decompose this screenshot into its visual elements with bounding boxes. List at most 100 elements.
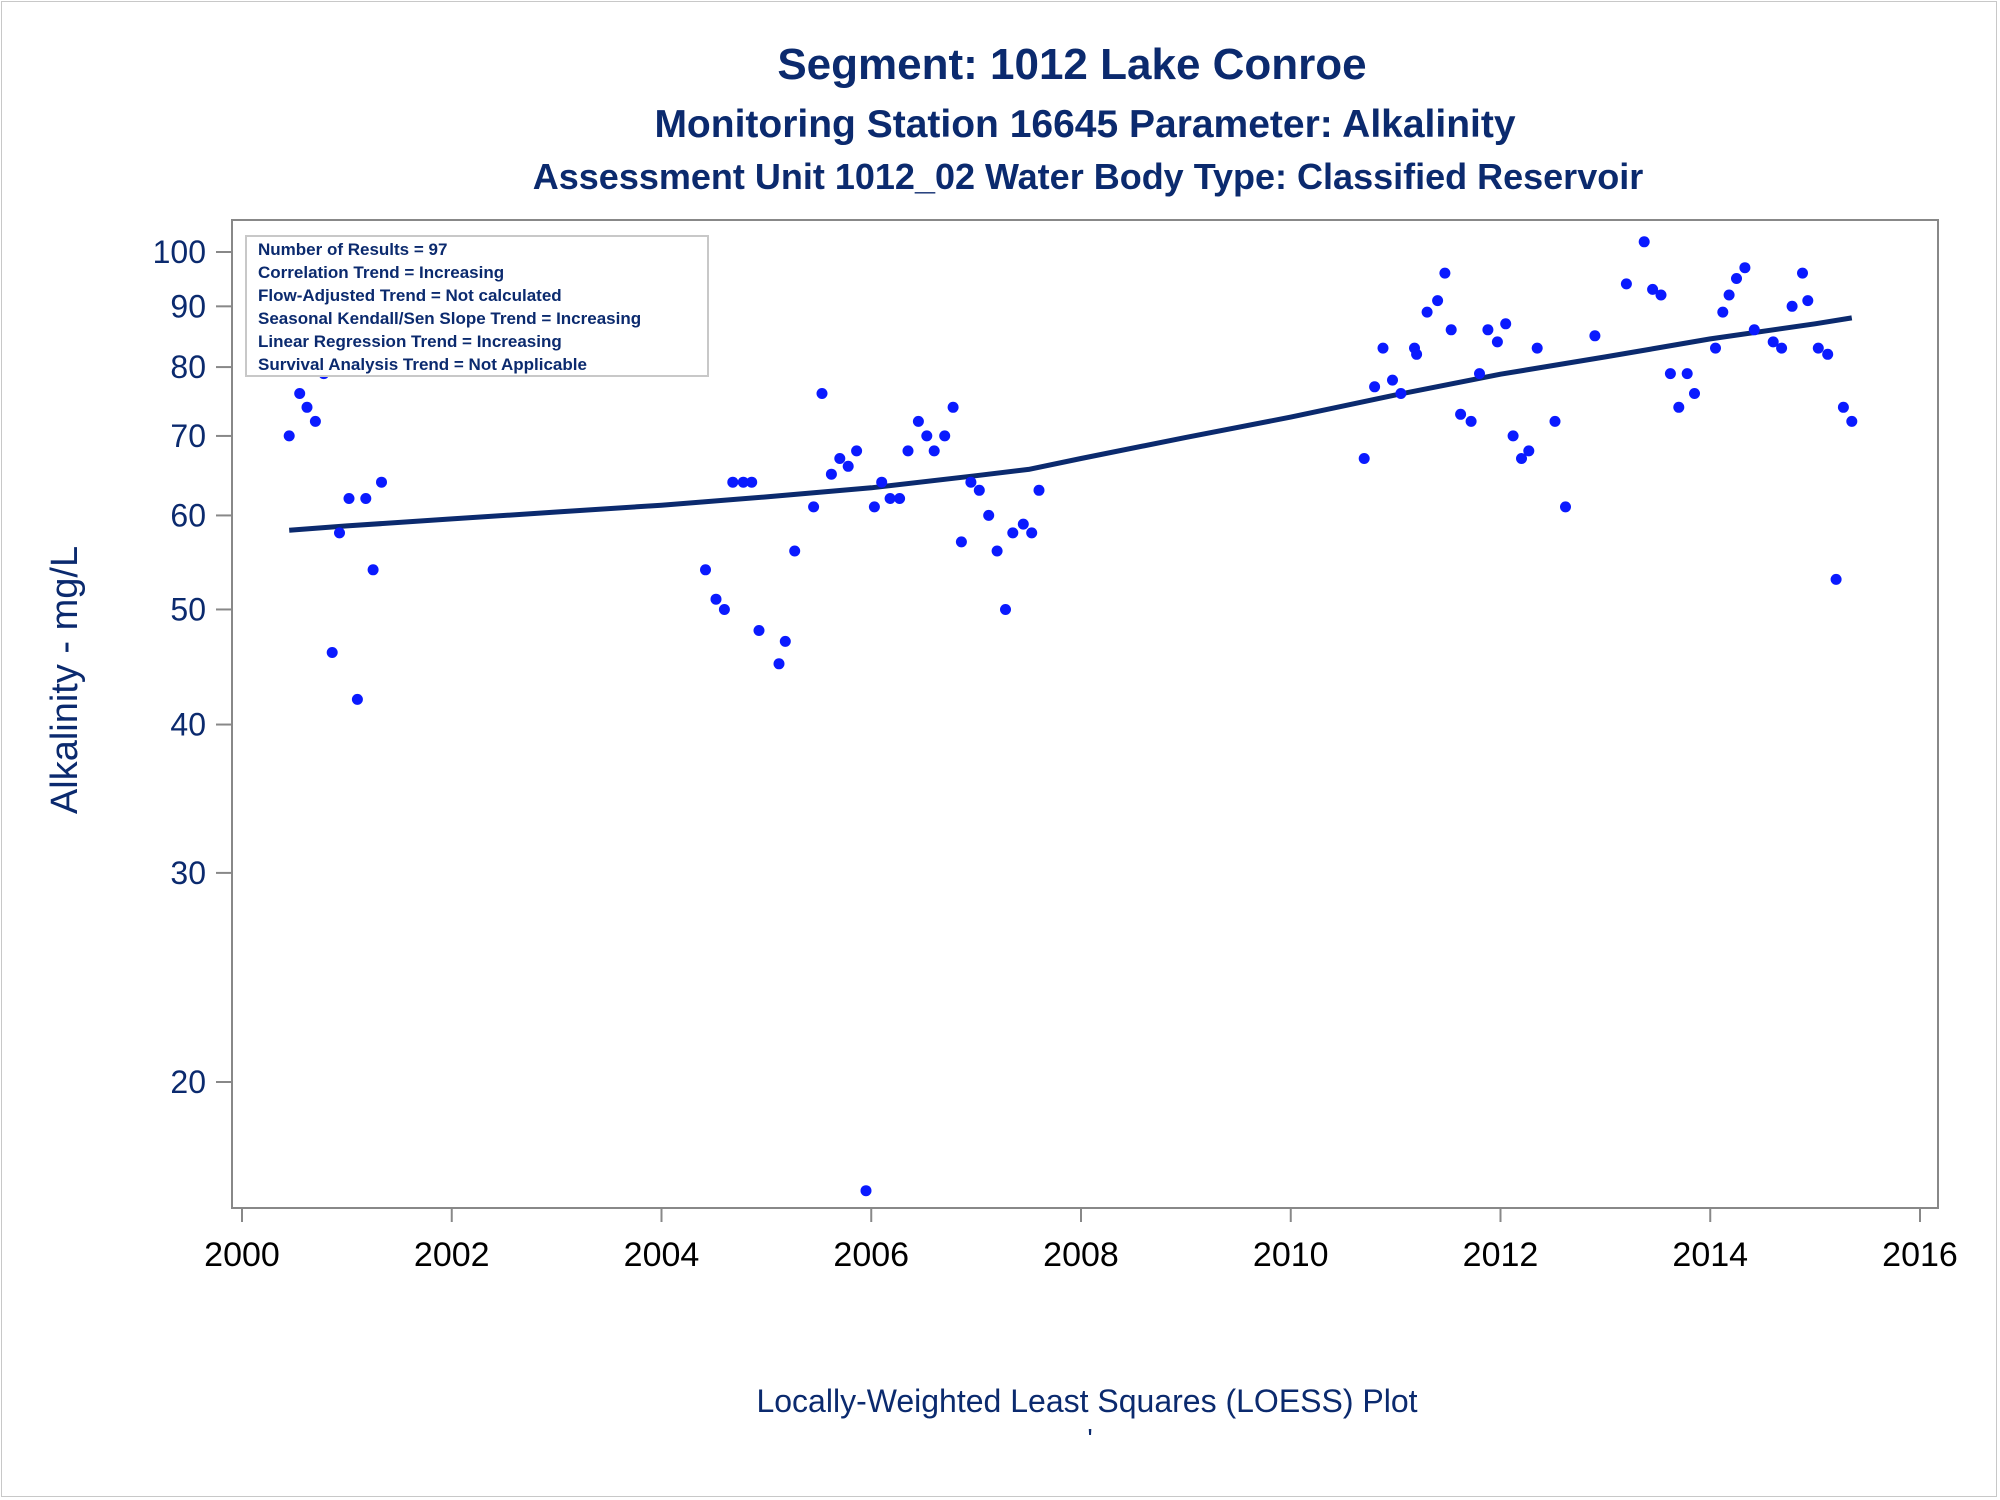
- data-point: [746, 476, 758, 488]
- data-point: [1710, 342, 1721, 354]
- data-point: [737, 476, 749, 488]
- data-point: [1846, 415, 1858, 427]
- data-point: [912, 415, 924, 427]
- data-point: [1638, 236, 1650, 248]
- data-point: [1358, 453, 1370, 464]
- chart-footnote-mark: ': [1087, 1423, 1092, 1454]
- data-point: [939, 430, 951, 442]
- data-point: [1465, 415, 1477, 427]
- data-point: [1445, 324, 1457, 336]
- x-tick-label: 2000: [204, 1236, 280, 1274]
- data-point: [1647, 283, 1659, 295]
- data-point: [868, 501, 880, 513]
- x-tick-label: 2016: [1882, 1236, 1958, 1274]
- data-point: [1830, 573, 1842, 585]
- chart-footnote: Locally-Weighted Least Squares (LOESS) P…: [756, 1383, 1417, 1419]
- stats-line-results: Number of Results = 97: [258, 240, 447, 259]
- data-point: [367, 564, 379, 576]
- data-point: [947, 401, 959, 413]
- data-point: [326, 647, 338, 658]
- data-point: [1432, 295, 1444, 307]
- trend-layer: [289, 315, 1853, 533]
- data-point: [334, 527, 345, 539]
- data-point: [309, 415, 321, 427]
- stats-line-survival: Survival Analysis Trend = Not Applicable: [258, 355, 587, 374]
- data-point: [1000, 604, 1011, 615]
- data-point: [1491, 336, 1503, 348]
- data-point: [1802, 295, 1814, 307]
- data-point: [1786, 300, 1798, 312]
- x-tick-label: 2002: [414, 1236, 490, 1274]
- data-point: [1516, 453, 1527, 464]
- data-point: [283, 430, 295, 442]
- data-point: [808, 501, 820, 513]
- data-point: [1531, 342, 1543, 354]
- data-point: [860, 1185, 872, 1197]
- y-tick-label: 40: [170, 707, 206, 743]
- stats-line-seasonal-kendall: Seasonal Kendall/Sen Slope Trend = Incre…: [258, 309, 641, 328]
- data-point: [1822, 348, 1834, 360]
- y-tick-label: 80: [170, 349, 206, 385]
- y-tick-label: 50: [170, 591, 206, 627]
- data-point: [1507, 430, 1519, 442]
- stats-box: Number of Results = 97 Correlation Trend…: [245, 235, 709, 377]
- data-point: [1455, 408, 1467, 420]
- data-point: [1748, 324, 1760, 336]
- chart-subtitle-assessment: Assessment Unit 1012_02 Water Body Type:…: [533, 156, 1643, 197]
- data-point: [1560, 501, 1571, 513]
- data-point: [343, 493, 355, 504]
- data-point: [894, 493, 906, 504]
- data-point: [351, 693, 363, 705]
- data-point: [1439, 267, 1451, 279]
- stats-line-linear-regression: Linear Regression Trend = Increasing: [258, 332, 562, 351]
- data-point: [816, 388, 828, 399]
- points-layer: [283, 236, 1858, 1197]
- data-point: [1017, 518, 1029, 530]
- data-point: [928, 445, 940, 457]
- data-point: [973, 484, 985, 496]
- y-tick-label: 100: [153, 234, 206, 270]
- chart-title: Segment: 1012 Lake Conroe: [777, 40, 1366, 89]
- data-point: [1837, 401, 1849, 413]
- data-point: [1474, 368, 1485, 380]
- data-point: [1739, 262, 1751, 274]
- data-point: [718, 604, 730, 615]
- data-point: [1767, 336, 1779, 348]
- data-point: [1482, 324, 1494, 336]
- data-point: [1620, 278, 1632, 290]
- data-point: [710, 593, 722, 605]
- x-tick-label: 2008: [1043, 1236, 1119, 1274]
- data-point: [825, 468, 837, 480]
- data-point: [1655, 289, 1667, 301]
- data-point: [1549, 415, 1561, 427]
- y-axis-label: Alkalinity - mg/L: [44, 546, 86, 814]
- data-point: [1421, 306, 1433, 318]
- data-point: [1411, 348, 1423, 360]
- x-tick-label: 2006: [833, 1236, 909, 1274]
- x-axis: 2000 2002 2004 2006 2008 2010 2012 2014 2016: [204, 1208, 1958, 1274]
- data-point: [301, 401, 313, 413]
- x-tick-label: 2012: [1463, 1236, 1539, 1274]
- data-point: [1589, 330, 1601, 342]
- data-point: [294, 388, 306, 399]
- data-point: [1377, 342, 1389, 354]
- data-point: [360, 493, 372, 504]
- data-point: [1369, 381, 1381, 393]
- x-tick-label: 2014: [1672, 1236, 1748, 1274]
- data-point: [842, 460, 854, 472]
- data-point: [1395, 388, 1407, 399]
- data-point: [1500, 318, 1512, 330]
- data-point: [991, 545, 1003, 557]
- y-tick-label: 90: [170, 288, 206, 324]
- data-point: [1812, 342, 1824, 354]
- data-point: [1026, 527, 1038, 539]
- data-point: [902, 445, 914, 457]
- data-point: [834, 453, 846, 464]
- y-tick-label: 70: [170, 418, 206, 454]
- data-point: [1731, 273, 1742, 284]
- stats-box-border: [245, 235, 709, 377]
- data-point: [851, 445, 863, 457]
- data-point: [876, 476, 888, 488]
- data-point: [779, 635, 791, 647]
